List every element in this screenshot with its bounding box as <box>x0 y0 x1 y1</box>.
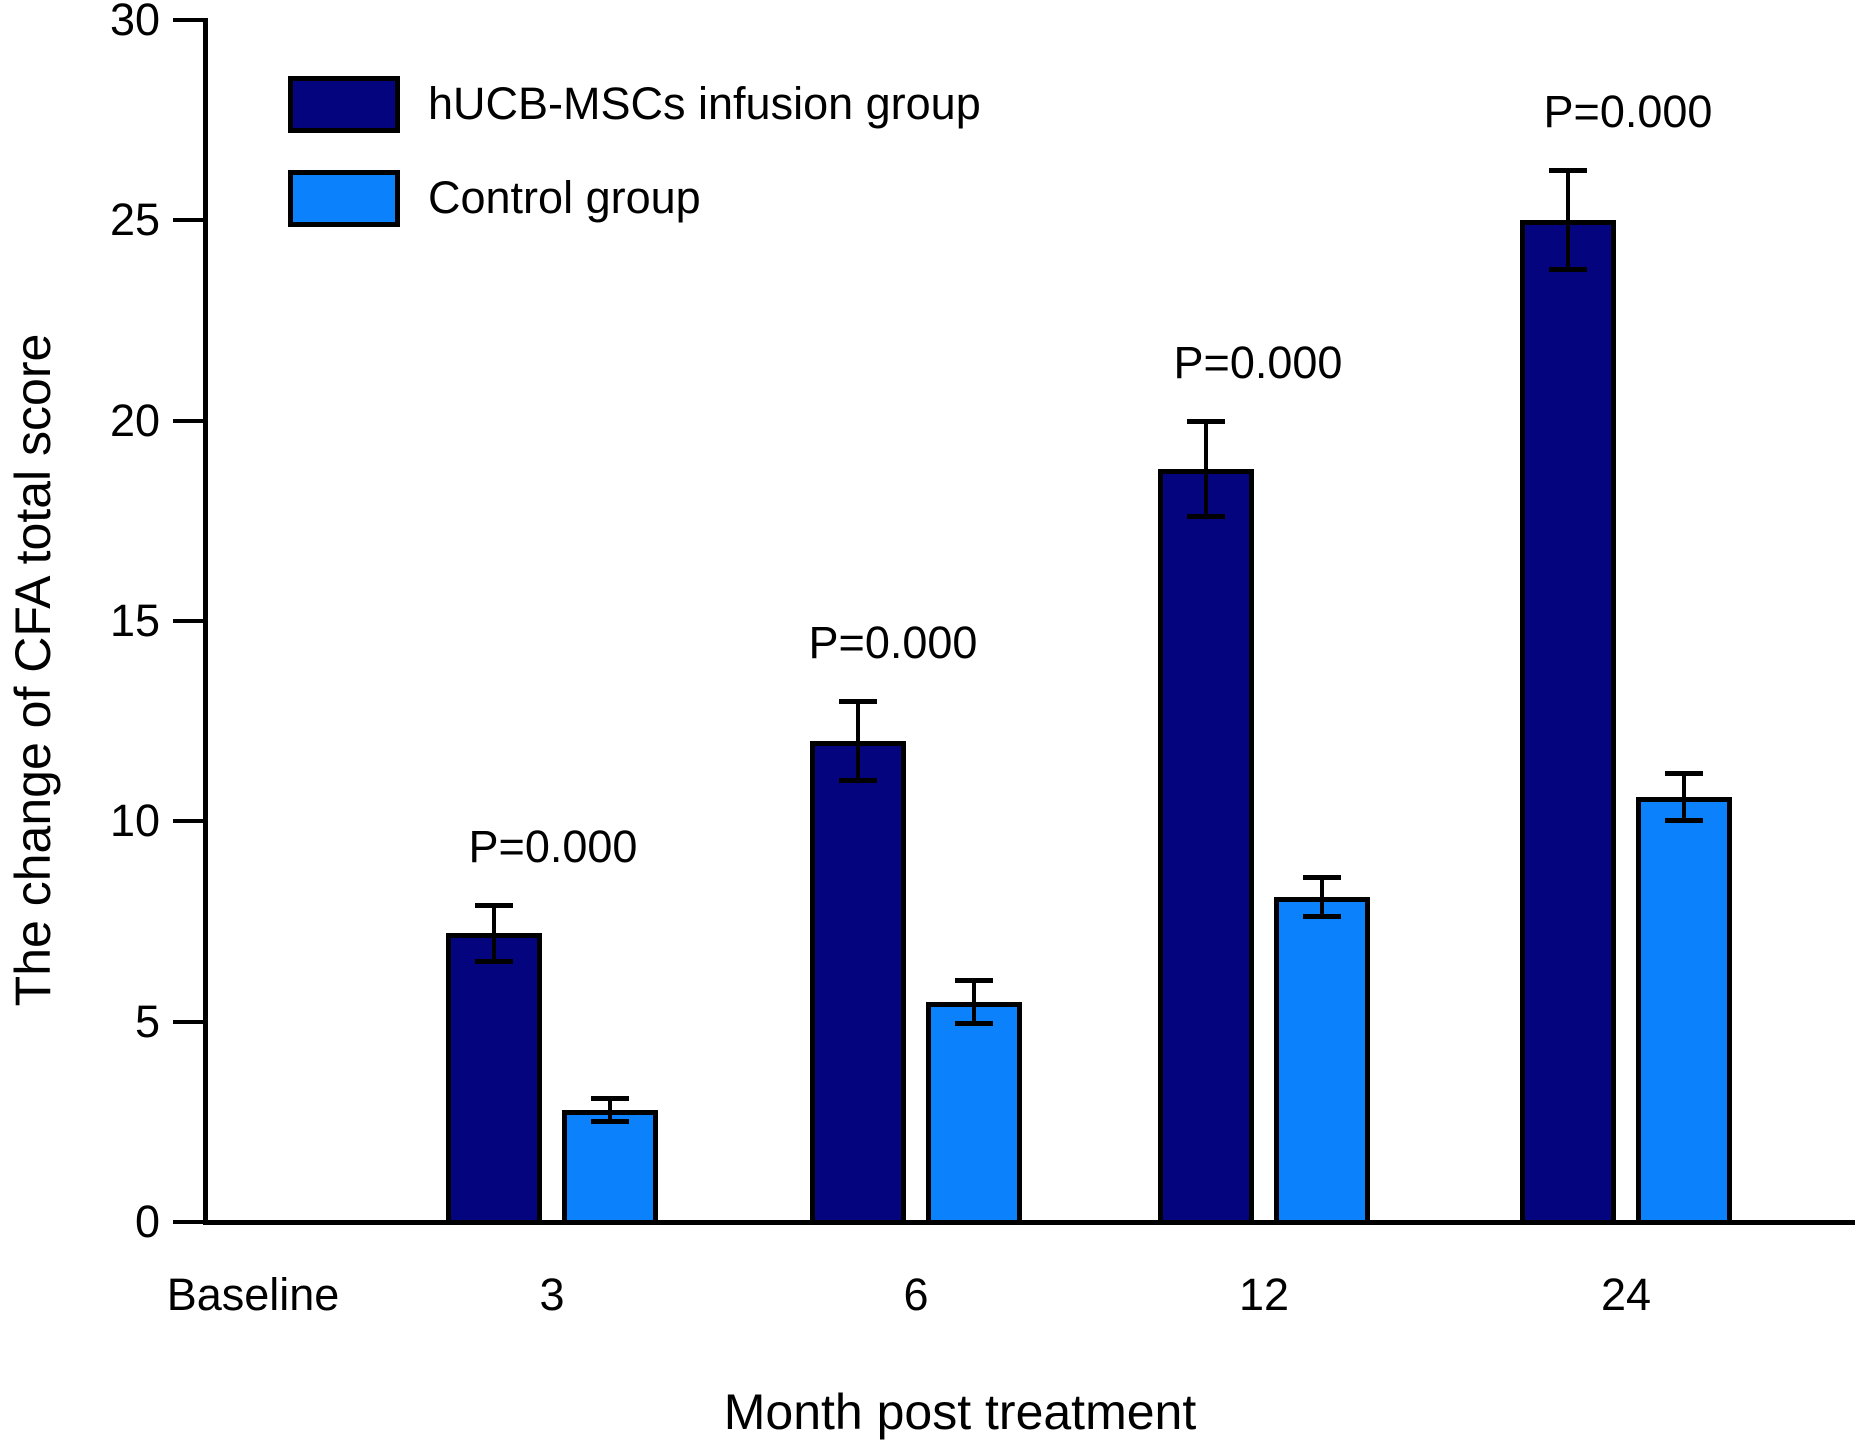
y-tick-label-20: 20 <box>109 394 160 446</box>
x-axis-line <box>203 1220 1855 1225</box>
y-tick-mark-20 <box>173 418 203 423</box>
y-axis-line <box>203 18 208 1225</box>
error-bar-line-control-6 <box>972 979 976 1024</box>
error-bar-cap-top-hucb-mscs-6 <box>839 699 877 705</box>
y-tick-label-10: 10 <box>109 795 160 847</box>
error-bar-line-control-24 <box>1682 773 1686 822</box>
x-axis-title: Month post treatment <box>723 1384 1197 1440</box>
error-bar-cap-bottom-control-3 <box>591 1118 629 1124</box>
y-tick-label-15: 15 <box>109 594 160 646</box>
error-bar-cap-top-control-24 <box>1665 771 1703 777</box>
bar-hucb-mscs-24 <box>1520 220 1616 1225</box>
y-tick-mark-0 <box>173 1220 203 1224</box>
error-bar-cap-bottom-hucb-mscs-12 <box>1187 513 1225 519</box>
legend-swatch-hucb-mscs <box>288 76 400 133</box>
bar-control-12 <box>1274 897 1370 1225</box>
y-tick-mark-15 <box>173 618 203 623</box>
category-label-6: 6 <box>903 1269 929 1320</box>
y-tick-label-30: 30 <box>109 0 160 45</box>
error-bar-cap-top-control-6 <box>955 977 993 983</box>
p-value-annotation-3: P=0.000 <box>468 821 638 873</box>
error-bar-cap-bottom-hucb-mscs-6 <box>839 778 877 784</box>
error-bar-cap-bottom-hucb-mscs-3 <box>475 958 513 964</box>
error-bar-cap-top-control-3 <box>591 1095 629 1101</box>
y-axis-title: The change of CFA total score <box>5 333 61 1007</box>
p-value-annotation-12: P=0.000 <box>1173 336 1343 388</box>
legend-label-control: Control group <box>428 172 701 223</box>
error-bar-line-hucb-mscs-12 <box>1204 420 1208 517</box>
error-bar-cap-top-hucb-mscs-24 <box>1549 168 1587 174</box>
category-label-baseline: Baseline <box>166 1269 340 1320</box>
category-label-24: 24 <box>1600 1269 1652 1320</box>
error-bar-cap-bottom-control-6 <box>955 1020 993 1026</box>
error-bar-cap-top-control-12 <box>1303 875 1341 881</box>
y-tick-label-5: 5 <box>134 995 160 1047</box>
error-bar-line-hucb-mscs-24 <box>1566 170 1570 271</box>
error-bar-cap-bottom-control-24 <box>1665 818 1703 824</box>
bar-control-3 <box>562 1109 658 1225</box>
bar-control-6 <box>926 1001 1022 1225</box>
legend-label-hucb-mscs: hUCB-MSCs infusion group <box>428 78 981 129</box>
error-bar-line-control-3 <box>608 1097 612 1122</box>
category-label-12: 12 <box>1238 1269 1290 1320</box>
y-tick-mark-25 <box>173 218 203 223</box>
y-tick-mark-5 <box>173 1019 203 1024</box>
bar-hucb-mscs-3 <box>446 933 542 1225</box>
error-bar-cap-bottom-control-12 <box>1303 914 1341 920</box>
p-value-annotation-6: P=0.000 <box>808 617 978 669</box>
y-tick-label-0: 0 <box>134 1196 160 1247</box>
y-tick-mark-10 <box>173 819 203 824</box>
error-bar-line-hucb-mscs-6 <box>856 701 860 782</box>
error-bar-line-control-12 <box>1320 877 1324 918</box>
bar-hucb-mscs-12 <box>1158 468 1254 1225</box>
error-bar-cap-bottom-hucb-mscs-24 <box>1549 267 1587 273</box>
category-label-3: 3 <box>539 1269 565 1320</box>
error-bar-cap-top-hucb-mscs-3 <box>475 903 513 909</box>
error-bar-line-hucb-mscs-3 <box>492 905 496 962</box>
bar-hucb-mscs-6 <box>810 741 906 1225</box>
error-bar-cap-top-hucb-mscs-12 <box>1187 418 1225 424</box>
legend-swatch-control <box>288 170 400 227</box>
p-value-annotation-24: P=0.000 <box>1543 86 1713 138</box>
bar-control-24 <box>1636 797 1732 1225</box>
y-tick-label-25: 25 <box>109 194 160 246</box>
y-tick-mark-30 <box>173 17 203 22</box>
